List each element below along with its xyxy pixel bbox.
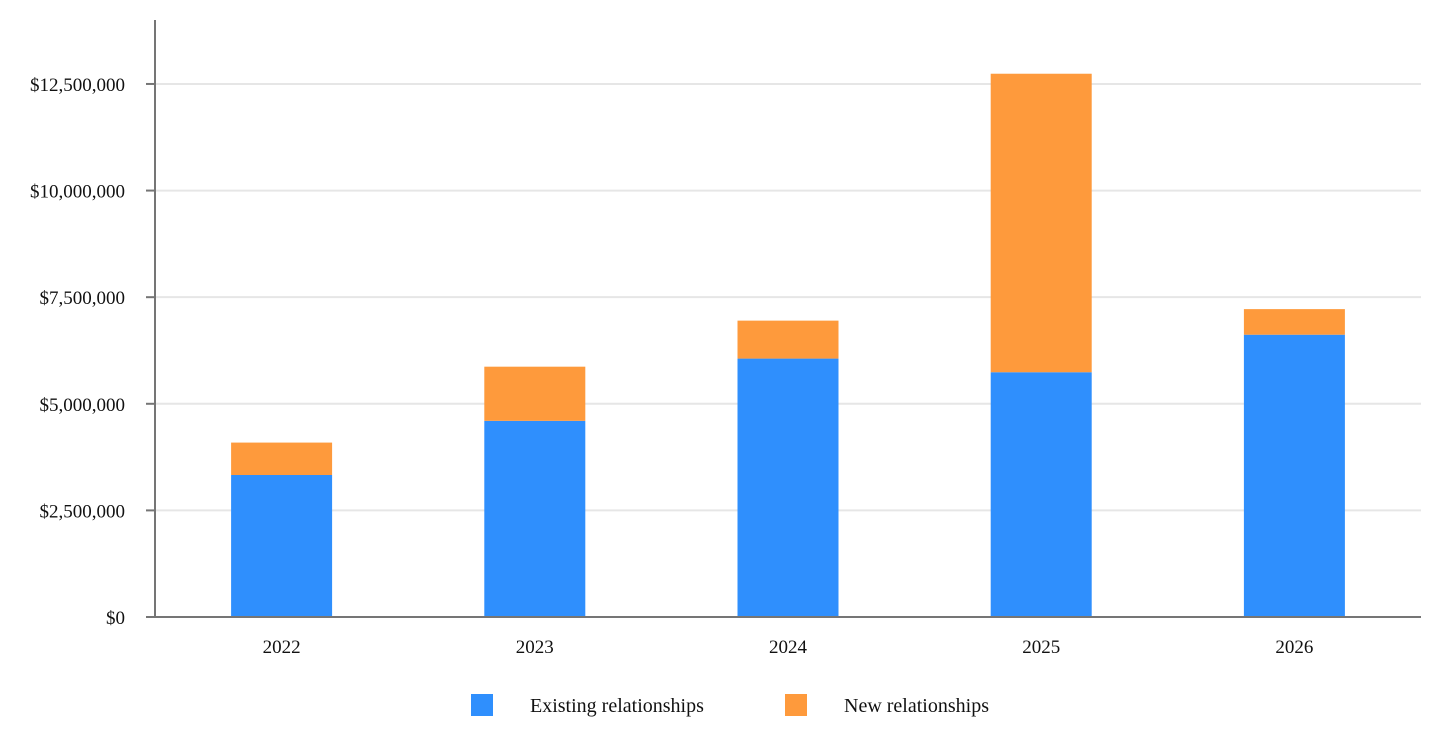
x-tick-label: 2024 [769,637,808,658]
y-tick-label: $7,500,000 [40,288,126,309]
x-tick-label: 2023 [516,637,554,658]
bar-new-2023 [484,366,586,421]
legend-label-existing: Existing relationships [530,695,704,717]
y-tick-labels: $0 $2,500,000 $5,000,000 $7,500,000 $10,000,… [30,75,125,629]
bar-existing-2025 [990,372,1092,617]
bar-new-2025 [990,73,1092,373]
legend-swatch-new [785,694,807,716]
y-tick-label: $10,000,000 [30,182,125,203]
legend-swatch-existing [471,694,493,716]
gridlines [146,82,1421,618]
bar-existing-2023 [484,420,586,617]
bar-new-2024 [737,320,839,359]
bar-new-2022 [231,442,333,475]
legend: Existing relationships New relationships [471,694,989,717]
y-tick-label: $2,500,000 [40,501,126,522]
x-tick-label: 2025 [1022,637,1060,658]
bar-existing-2026 [1243,334,1345,617]
y-tick-label: $12,500,000 [30,75,125,96]
y-tick-label: $5,000,000 [40,395,126,416]
x-tick-label: 2026 [1275,637,1313,658]
bars [231,73,1345,617]
x-tick-labels: 2022 2023 2024 2025 2026 [263,637,1314,658]
x-tick-label: 2022 [263,637,301,658]
bar-existing-2024 [737,358,839,617]
bar-existing-2022 [231,474,333,617]
y-tick-label: $0 [106,608,125,629]
bar-new-2026 [1243,309,1345,335]
legend-label-new: New relationships [844,695,989,717]
axes [146,20,1421,618]
